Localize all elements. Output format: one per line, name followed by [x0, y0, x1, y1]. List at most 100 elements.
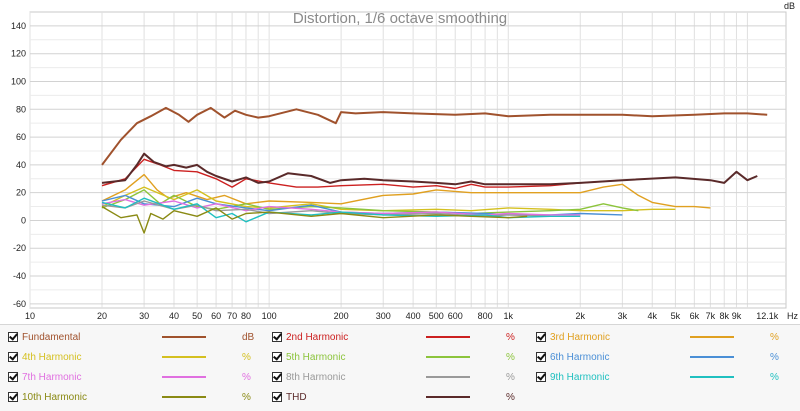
- legend-label: 4th Harmonic: [22, 351, 82, 363]
- legend-unit: %: [242, 351, 251, 363]
- legend-label: 3rd Harmonic: [550, 331, 611, 343]
- legend-checkbox[interactable]: [272, 332, 282, 342]
- legend-unit: %: [506, 371, 515, 383]
- chart-title: Distortion, 1/6 octave smoothing: [293, 10, 507, 27]
- legend-item[interactable]: 2nd Harmonic%: [272, 328, 526, 346]
- x-tick-label: 500: [429, 311, 444, 321]
- series-line-4th-harmonic: [101, 186, 676, 212]
- legend-unit: dB: [242, 331, 255, 343]
- x-tick-label: 10: [25, 311, 35, 321]
- y-tick-label: -20: [13, 243, 26, 253]
- x-tick-label: 1k: [504, 311, 514, 321]
- legend-checkbox[interactable]: [272, 372, 282, 382]
- legend-item[interactable]: Fundamental dB: [8, 328, 262, 346]
- grid-lines: [29, 11, 787, 309]
- legend-label: 10th Harmonic: [22, 391, 88, 403]
- x-tick-label: 40: [169, 311, 179, 321]
- legend-item[interactable]: 7th Harmonic%: [8, 368, 262, 386]
- legend-swatch: [162, 356, 206, 358]
- legend-label: 7th Harmonic: [22, 371, 82, 383]
- y-tick-label: 120: [11, 49, 26, 59]
- legend-item[interactable]: THD%: [272, 388, 526, 406]
- legend-unit: %: [506, 331, 515, 343]
- x-tick-label: 60: [211, 311, 221, 321]
- x-tick-label: 8k: [719, 311, 729, 321]
- x-tick-label: 2k: [576, 311, 586, 321]
- legend-swatch: [426, 336, 470, 338]
- legend-checkbox[interactable]: [536, 352, 546, 362]
- y-tick-label: 60: [16, 132, 26, 142]
- legend-checkbox[interactable]: [8, 332, 18, 342]
- legend-swatch: [162, 336, 206, 338]
- y-tick-label: 0: [21, 215, 26, 225]
- legend-item[interactable]: 3rd Harmonic%: [536, 328, 790, 346]
- legend-item[interactable]: 4th Harmonic%: [8, 348, 262, 366]
- legend-swatch: [162, 396, 206, 398]
- x-tick-label: 100: [262, 311, 277, 321]
- y-tick-label: -60: [13, 299, 26, 309]
- x-tick-label: 6k: [690, 311, 700, 321]
- legend-label: 5th Harmonic: [286, 351, 346, 363]
- x-tick-label: 200: [334, 311, 349, 321]
- legend-unit: %: [770, 371, 779, 383]
- legend-panel: Fundamental dB 2nd Harmonic% 3rd Harmonic% 4…: [0, 324, 800, 411]
- legend-label: Fundamental: [22, 331, 81, 343]
- x-tick-label: 80: [241, 311, 251, 321]
- legend-swatch: [426, 356, 470, 358]
- legend-swatch: [426, 376, 470, 378]
- y-tick-label: 100: [11, 76, 26, 86]
- legend-unit: %: [506, 391, 515, 403]
- legend-item[interactable]: 10th Harmonic%: [8, 388, 262, 406]
- legend-swatch: [426, 396, 470, 398]
- x-tick-label: 3k: [618, 311, 628, 321]
- x-tick-label: 20: [97, 311, 107, 321]
- legend-unit: %: [770, 331, 779, 343]
- y-tick-label: 40: [16, 160, 26, 170]
- series-lines: [101, 106, 768, 234]
- legend-checkbox[interactable]: [8, 372, 18, 382]
- x-tick-label: 50: [192, 311, 202, 321]
- series-line-10th-harmonic: [101, 205, 528, 234]
- legend-unit: %: [770, 351, 779, 363]
- legend-item[interactable]: 9th Harmonic%: [536, 368, 790, 386]
- series-line-thd: [101, 152, 758, 186]
- y-tick-label: 80: [16, 104, 26, 114]
- series-line-2nd-harmonic: [101, 158, 623, 190]
- legend-checkbox[interactable]: [536, 332, 546, 342]
- x-tick-label: 30: [139, 311, 149, 321]
- x-tick-label: 9k: [732, 311, 742, 321]
- x-axis-label: Hz: [787, 311, 798, 321]
- legend-label: 2nd Harmonic: [286, 331, 349, 343]
- x-tick-label: 4k: [647, 311, 657, 321]
- legend-item[interactable]: 6th Harmonic%: [536, 348, 790, 366]
- legend-checkbox[interactable]: [536, 372, 546, 382]
- legend-checkbox[interactable]: [272, 392, 282, 402]
- y-tick-label: 20: [16, 188, 26, 198]
- legend-swatch: [690, 376, 734, 378]
- x-tick-label: 70: [227, 311, 237, 321]
- legend-checkbox[interactable]: [8, 352, 18, 362]
- legend-checkbox[interactable]: [272, 352, 282, 362]
- legend-item[interactable]: 8th Harmonic%: [272, 368, 526, 386]
- x-tick-label: 5k: [671, 311, 681, 321]
- legend-swatch: [690, 336, 734, 338]
- x-tick-label: 300: [376, 311, 391, 321]
- legend-label: 6th Harmonic: [550, 351, 610, 363]
- legend-checkbox[interactable]: [8, 392, 18, 402]
- legend-unit: %: [242, 371, 251, 383]
- legend-swatch: [162, 376, 206, 378]
- legend-item[interactable]: 5th Harmonic%: [272, 348, 526, 366]
- x-tick-label: 600: [448, 311, 463, 321]
- y-axis-label: dB: [784, 1, 795, 11]
- legend-swatch: [690, 356, 734, 358]
- y-tick-label: 140: [11, 21, 26, 31]
- x-tick-label: 7k: [706, 311, 716, 321]
- legend-label: 9th Harmonic: [550, 371, 610, 383]
- legend-unit: %: [242, 391, 251, 403]
- legend-label: THD: [286, 391, 307, 403]
- y-tick-label: -40: [13, 271, 26, 281]
- x-tick-label: 800: [478, 311, 493, 321]
- series-line-fundamental: [101, 106, 768, 166]
